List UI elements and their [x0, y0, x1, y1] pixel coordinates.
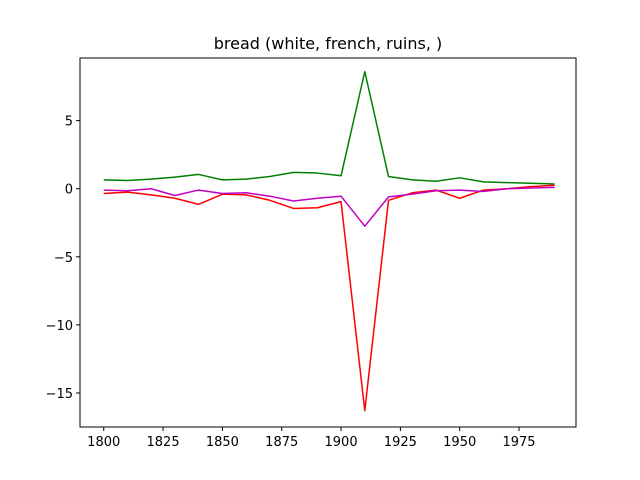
y-tick-label: −5	[54, 251, 73, 266]
series-line-2	[103, 186, 555, 227]
y-tick-label: 0	[65, 183, 73, 198]
x-tick-label: 1825	[147, 435, 180, 450]
series-line-1	[103, 184, 555, 412]
series-layer	[103, 70, 555, 412]
x-tick-label: 1800	[87, 435, 120, 450]
plot-frame	[79, 57, 577, 428]
y-axis: 5 0 −5 −10 −15	[46, 115, 80, 402]
x-tick-label: 1950	[443, 435, 476, 450]
x-tick-label: 1975	[502, 435, 535, 450]
y-tick-label: 5	[65, 115, 73, 130]
x-axis: 1800 1825 1850 1875 1900 1925 1950 1975	[87, 427, 536, 450]
y-tick-label: −10	[46, 319, 73, 334]
x-tick-label: 1850	[206, 435, 239, 450]
series-line-0	[103, 70, 555, 185]
x-tick-label: 1925	[384, 435, 417, 450]
y-tick-label: −15	[46, 387, 73, 402]
chart-title: bread (white, french, ruins, )	[214, 34, 442, 53]
x-tick-label: 1900	[325, 435, 358, 450]
x-tick-label: 1875	[265, 435, 298, 450]
